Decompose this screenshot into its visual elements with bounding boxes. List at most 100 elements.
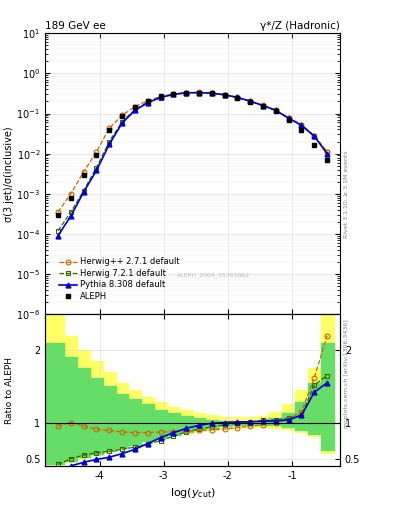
Pythia 8.308 default bbox=[261, 102, 265, 109]
Pythia 8.308 default bbox=[248, 98, 253, 104]
Herwig++ 2.7.1 default bbox=[196, 90, 201, 96]
ALEPH bbox=[325, 157, 329, 163]
Herwig 7.2.1 default bbox=[158, 95, 163, 101]
ALEPH bbox=[132, 103, 137, 110]
Pythia 8.308 default bbox=[107, 141, 112, 147]
Herwig++ 2.7.1 default bbox=[145, 98, 150, 104]
Herwig++ 2.7.1 default bbox=[286, 115, 291, 121]
Pythia 8.308 default bbox=[56, 232, 61, 239]
ALEPH bbox=[94, 153, 99, 159]
Line: ALEPH: ALEPH bbox=[55, 91, 330, 217]
Herwig 7.2.1 default bbox=[145, 99, 150, 105]
Herwig 7.2.1 default bbox=[325, 149, 329, 155]
ALEPH bbox=[107, 127, 112, 134]
Pythia 8.308 default bbox=[235, 94, 240, 100]
ALEPH bbox=[68, 195, 73, 201]
Herwig 7.2.1 default bbox=[235, 95, 240, 101]
Pythia 8.308 default bbox=[312, 133, 317, 139]
ALEPH bbox=[145, 98, 150, 104]
ALEPH bbox=[274, 108, 278, 114]
Pythia 8.308 default bbox=[274, 108, 278, 114]
Text: mcplots.cern.ch [arXiv:1306.3436]: mcplots.cern.ch [arXiv:1306.3436] bbox=[344, 319, 349, 428]
Pythia 8.308 default bbox=[286, 115, 291, 121]
ALEPH bbox=[120, 113, 125, 119]
Herwig++ 2.7.1 default bbox=[248, 98, 253, 104]
Pythia 8.308 default bbox=[81, 189, 86, 195]
Pythia 8.308 default bbox=[196, 90, 201, 96]
Herwig 7.2.1 default bbox=[107, 138, 112, 144]
ALEPH bbox=[299, 127, 304, 134]
Herwig++ 2.7.1 default bbox=[184, 90, 189, 96]
Text: 189 GeV ee: 189 GeV ee bbox=[45, 21, 106, 31]
Herwig++ 2.7.1 default bbox=[209, 90, 214, 96]
Herwig 7.2.1 default bbox=[56, 228, 61, 234]
Herwig++ 2.7.1 default bbox=[56, 209, 61, 215]
Herwig 7.2.1 default bbox=[248, 98, 253, 104]
Pythia 8.308 default bbox=[184, 90, 189, 96]
Herwig 7.2.1 default bbox=[68, 209, 73, 215]
Herwig 7.2.1 default bbox=[299, 122, 304, 128]
ALEPH bbox=[248, 98, 253, 104]
Herwig 7.2.1 default bbox=[171, 92, 176, 98]
Herwig 7.2.1 default bbox=[274, 108, 278, 114]
Herwig 7.2.1 default bbox=[120, 119, 125, 125]
Herwig 7.2.1 default bbox=[312, 133, 317, 139]
Line: Herwig++ 2.7.1 default: Herwig++ 2.7.1 default bbox=[55, 90, 330, 215]
Herwig++ 2.7.1 default bbox=[312, 133, 317, 139]
ALEPH bbox=[158, 93, 163, 99]
ALEPH bbox=[209, 90, 214, 96]
Legend: Herwig++ 2.7.1 default, Herwig 7.2.1 default, Pythia 8.308 default, ALEPH: Herwig++ 2.7.1 default, Herwig 7.2.1 def… bbox=[55, 254, 183, 304]
Text: γ*/Z (Hadronic): γ*/Z (Hadronic) bbox=[260, 21, 340, 31]
Herwig++ 2.7.1 default bbox=[94, 149, 99, 155]
Herwig 7.2.1 default bbox=[81, 187, 86, 194]
Herwig++ 2.7.1 default bbox=[68, 190, 73, 197]
Pythia 8.308 default bbox=[171, 91, 176, 97]
ALEPH bbox=[56, 211, 61, 218]
Herwig++ 2.7.1 default bbox=[222, 92, 227, 98]
ALEPH bbox=[184, 90, 189, 96]
Herwig++ 2.7.1 default bbox=[299, 122, 304, 128]
Line: Herwig 7.2.1 default: Herwig 7.2.1 default bbox=[55, 91, 330, 233]
Pythia 8.308 default bbox=[209, 90, 214, 96]
Herwig 7.2.1 default bbox=[286, 115, 291, 121]
Herwig++ 2.7.1 default bbox=[158, 94, 163, 100]
Pythia 8.308 default bbox=[158, 94, 163, 100]
Text: Rivet 3.1.10; ≥ 3.1M events: Rivet 3.1.10; ≥ 3.1M events bbox=[344, 151, 349, 239]
ALEPH bbox=[235, 95, 240, 101]
Text: ALEPH_2004_S5765862: ALEPH_2004_S5765862 bbox=[176, 272, 250, 278]
Pythia 8.308 default bbox=[222, 92, 227, 98]
ALEPH bbox=[171, 91, 176, 97]
X-axis label: $\log(y_{\mathregular{cut}})$: $\log(y_{\mathregular{cut}})$ bbox=[170, 486, 215, 500]
Pythia 8.308 default bbox=[145, 100, 150, 106]
Herwig 7.2.1 default bbox=[261, 102, 265, 109]
Herwig 7.2.1 default bbox=[184, 90, 189, 96]
Herwig++ 2.7.1 default bbox=[261, 102, 265, 109]
Herwig++ 2.7.1 default bbox=[274, 107, 278, 113]
ALEPH bbox=[81, 172, 86, 178]
Line: Pythia 8.308 default: Pythia 8.308 default bbox=[55, 90, 330, 238]
Pythia 8.308 default bbox=[132, 108, 137, 114]
Herwig++ 2.7.1 default bbox=[171, 91, 176, 97]
Pythia 8.308 default bbox=[120, 120, 125, 126]
Y-axis label: σ(3 jet)/σ(inclusive): σ(3 jet)/σ(inclusive) bbox=[4, 126, 14, 222]
ALEPH bbox=[222, 92, 227, 98]
Herwig 7.2.1 default bbox=[132, 106, 137, 113]
ALEPH bbox=[196, 90, 201, 96]
Herwig++ 2.7.1 default bbox=[235, 94, 240, 100]
Herwig++ 2.7.1 default bbox=[325, 149, 329, 155]
ALEPH bbox=[286, 117, 291, 123]
Herwig++ 2.7.1 default bbox=[81, 169, 86, 175]
Pythia 8.308 default bbox=[299, 122, 304, 129]
Pythia 8.308 default bbox=[325, 151, 329, 157]
Herwig++ 2.7.1 default bbox=[132, 103, 137, 110]
Y-axis label: Ratio to ALEPH: Ratio to ALEPH bbox=[5, 356, 14, 423]
ALEPH bbox=[312, 142, 317, 148]
Herwig++ 2.7.1 default bbox=[120, 112, 125, 118]
Herwig 7.2.1 default bbox=[94, 164, 99, 170]
Herwig 7.2.1 default bbox=[209, 90, 214, 96]
ALEPH bbox=[261, 102, 265, 109]
Pythia 8.308 default bbox=[94, 167, 99, 174]
Herwig++ 2.7.1 default bbox=[107, 125, 112, 131]
Herwig 7.2.1 default bbox=[196, 90, 201, 96]
Pythia 8.308 default bbox=[68, 213, 73, 219]
